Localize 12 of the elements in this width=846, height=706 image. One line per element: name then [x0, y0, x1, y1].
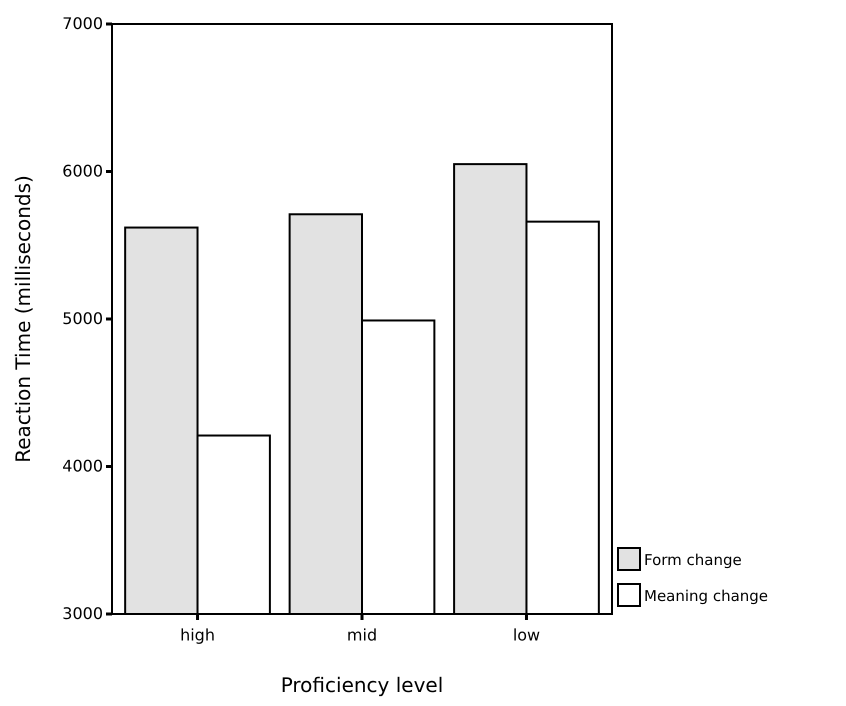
x-tick-label: mid [346, 626, 378, 645]
y-tick-label: 6000 [62, 162, 103, 181]
y-tick-label: 5000 [62, 309, 103, 328]
y-tick-label: 3000 [62, 604, 103, 624]
y-tick-label: 7000 [62, 14, 103, 34]
y-tick-label: 4000 [62, 456, 103, 476]
x-axis-title: Proficiency level [280, 673, 444, 697]
x-tick-label: low [512, 626, 540, 645]
legend-label: Meaning change [644, 587, 768, 605]
x-tick-label: high [180, 626, 215, 645]
y-axis-title: Reaction Time (milliseconds) [11, 175, 35, 463]
legend-label: Form change [644, 551, 742, 569]
